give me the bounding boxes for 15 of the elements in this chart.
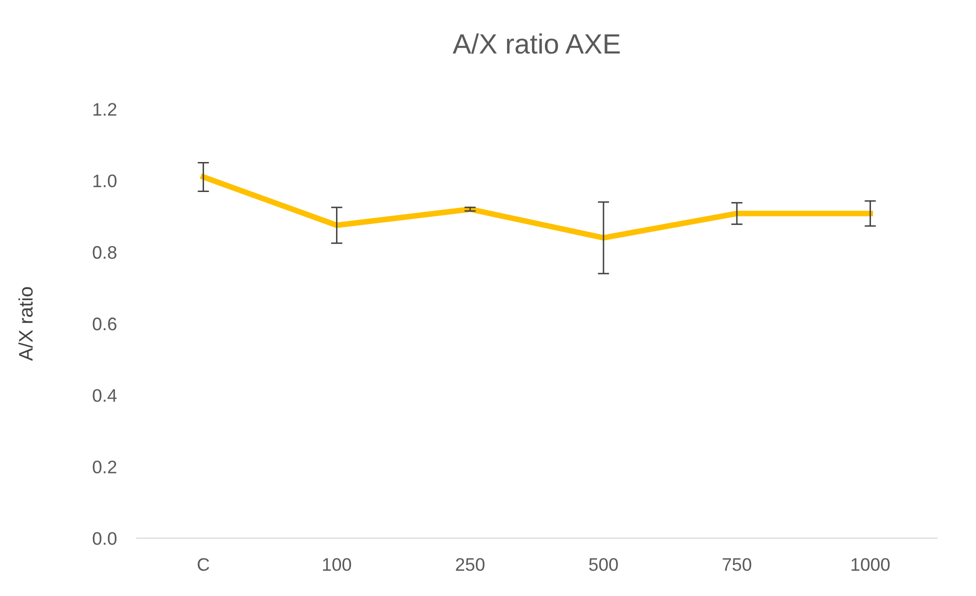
y-tick-label: 0.8 [92,246,116,259]
x-tick-label: 100 [323,558,352,571]
y-tick-label: 0.2 [92,460,116,474]
y-tick-label: 1.0 [93,174,116,188]
x-tick-label: C [198,558,210,571]
x-tick-label: 500 [589,558,618,571]
x-tick-label: 1000 [852,558,890,571]
chart-title: A/X ratio AXE [452,33,620,54]
y-axis-title: A/X ratio [18,287,33,361]
y-tick-label: 0.0 [92,532,116,545]
y-tick-label: 1.2 [93,103,116,116]
y-tick-label: 0.4 [92,389,117,402]
y-tick-label: 0.6 [92,318,116,330]
x-tick-label: 250 [456,558,484,571]
x-tick-label: 750 [722,558,752,571]
